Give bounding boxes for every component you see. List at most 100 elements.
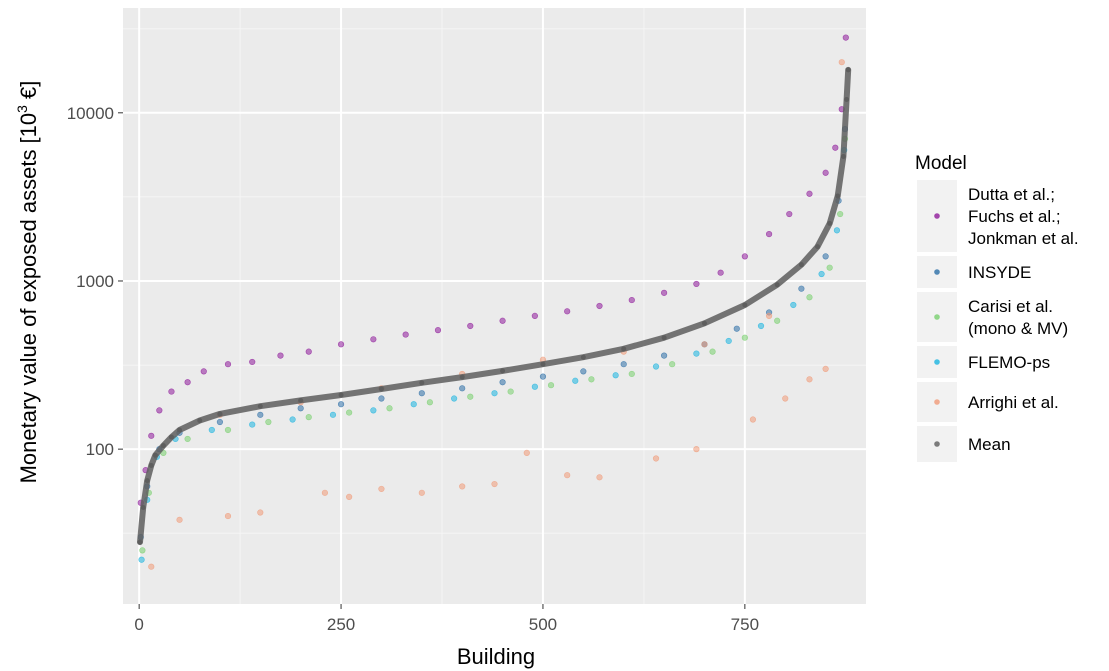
data-point	[168, 388, 175, 395]
legend-label: INSYDE	[968, 263, 1031, 282]
data-point	[786, 210, 793, 218]
data-point	[224, 361, 232, 368]
data-point	[612, 372, 619, 379]
y-axis-title-suffix: €]	[16, 81, 41, 105]
data-point	[669, 361, 676, 368]
data-point	[491, 390, 498, 397]
data-point	[757, 322, 765, 330]
data-point	[499, 379, 506, 386]
mean-point	[840, 153, 846, 159]
data-point	[156, 407, 163, 414]
data-point	[418, 390, 425, 397]
data-point	[833, 227, 841, 234]
data-point	[346, 493, 353, 501]
mean-point	[148, 462, 154, 468]
data-point	[139, 547, 146, 554]
data-point	[305, 414, 312, 421]
data-point	[822, 253, 829, 260]
data-point	[822, 365, 829, 373]
legend-label-line: Fuchs et al.;	[968, 207, 1061, 226]
data-point	[842, 34, 849, 41]
legend-key	[934, 359, 940, 365]
data-point	[184, 379, 191, 386]
legend-label-line: Carisi et al.	[968, 297, 1053, 316]
data-point	[693, 446, 700, 453]
mean-point	[298, 397, 304, 403]
data-point	[402, 331, 409, 338]
mean-point	[459, 374, 465, 380]
major-gridlines	[123, 8, 866, 604]
legend-label: Arrighi et al.	[968, 393, 1059, 412]
data-point	[491, 480, 498, 488]
data-point	[660, 352, 668, 359]
data-point	[265, 418, 272, 426]
y-tick-label: 100	[86, 440, 114, 459]
legend-label: Mean	[968, 435, 1011, 454]
data-point	[297, 405, 304, 412]
data-point	[184, 435, 191, 443]
data-point	[838, 59, 845, 66]
data-point	[249, 421, 256, 428]
data-point	[346, 409, 353, 416]
plot-panel	[123, 8, 866, 604]
data-point	[596, 474, 603, 481]
x-tick-label: 0	[134, 615, 143, 634]
data-point	[148, 432, 155, 439]
data-point	[790, 301, 797, 309]
data-point	[733, 325, 740, 332]
data-point	[467, 393, 474, 400]
data-point	[832, 144, 839, 151]
legend-label-line: (mono & MV)	[968, 319, 1068, 338]
data-point	[434, 327, 442, 334]
legend-label-line: Mean	[968, 435, 1011, 454]
data-point	[837, 210, 844, 218]
mean-point	[798, 262, 804, 268]
data-point	[386, 405, 393, 412]
data-point	[378, 395, 385, 402]
data-point	[337, 401, 345, 408]
data-point	[741, 253, 748, 260]
x-tick-label: 750	[731, 615, 759, 634]
legend-key	[934, 269, 940, 275]
mean-point	[144, 478, 150, 484]
mean-point	[140, 504, 146, 510]
data-point	[564, 308, 571, 315]
mean-point	[701, 320, 707, 326]
legend-label: Carisi et al. (mono & MV)	[968, 297, 1068, 338]
data-point	[289, 416, 296, 423]
legend-label: FLEMO-ps	[968, 353, 1050, 372]
data-point	[148, 563, 155, 570]
data-point	[216, 418, 224, 426]
mean-point	[217, 411, 223, 417]
legend-label-line: Jonkman et al.	[968, 229, 1079, 248]
data-point	[628, 370, 635, 378]
mean-point	[160, 443, 166, 449]
data-point	[531, 312, 538, 319]
data-point	[725, 337, 732, 345]
data-point	[305, 348, 312, 355]
mean-point	[540, 361, 546, 367]
data-point	[523, 449, 530, 456]
data-point	[138, 556, 145, 563]
data-point	[596, 302, 603, 310]
data-point	[224, 512, 232, 520]
data-point	[418, 489, 425, 496]
data-point	[572, 377, 579, 384]
mean-point	[845, 67, 851, 73]
data-point	[507, 388, 514, 395]
mean-point	[338, 392, 344, 398]
data-point	[660, 289, 668, 296]
y-axis-title-superscript: 3	[14, 105, 30, 113]
data-point	[826, 264, 833, 271]
data-point	[652, 363, 660, 370]
data-point	[806, 294, 813, 301]
legend: Model Dutta et al.; Fuchs et al.; Jonkman …	[915, 153, 1079, 462]
mean-point	[774, 282, 780, 288]
data-point	[818, 270, 825, 278]
data-point	[249, 358, 256, 366]
mean-point	[661, 335, 667, 341]
x-axis-title: Building	[457, 644, 535, 669]
data-point	[588, 376, 595, 383]
data-point	[693, 350, 700, 357]
